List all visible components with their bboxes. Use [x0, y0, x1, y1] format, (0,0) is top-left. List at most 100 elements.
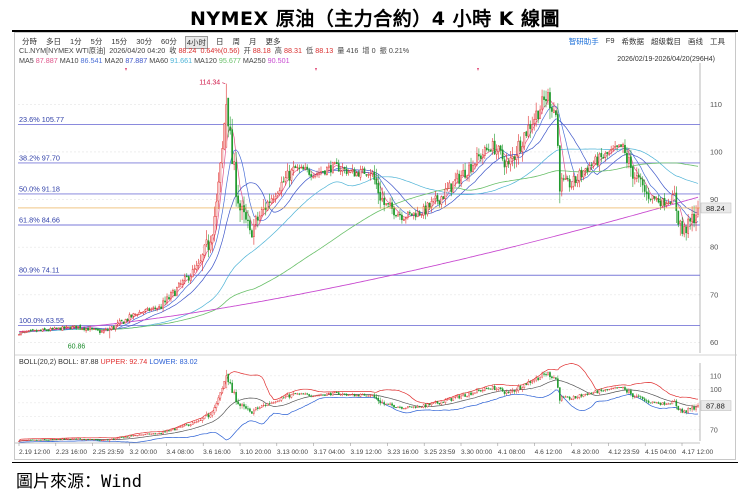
- boll-candle-body: [30, 439, 32, 441]
- tool-button[interactable]: 希数据: [621, 37, 645, 46]
- boll-candle-body: [87, 439, 89, 441]
- candle-body: [296, 166, 299, 169]
- tool-button[interactable]: 智研助手: [568, 37, 599, 46]
- candle-body: [462, 170, 464, 176]
- candle-body: [278, 190, 281, 195]
- boll-candle-body: [562, 396, 565, 398]
- boll-candle-body: [302, 393, 305, 395]
- source-rule: [12, 462, 738, 463]
- boll-candle-body: [432, 402, 435, 404]
- candle-body: [227, 97, 230, 127]
- timeframe-tab[interactable]: 4小时: [184, 36, 209, 49]
- candle-body: [77, 326, 80, 328]
- tool-button[interactable]: F9: [605, 36, 615, 45]
- candle-body: [592, 163, 595, 167]
- candle-body: [320, 171, 322, 173]
- boll-candle-body: [448, 397, 451, 400]
- candle-body: [531, 124, 534, 130]
- boll-last-box: [700, 400, 732, 411]
- candle-body: [626, 152, 628, 164]
- candle-body: [578, 170, 581, 182]
- boll-candle-body: [335, 392, 338, 394]
- candle-body: [71, 326, 74, 330]
- candle-body: [483, 147, 486, 156]
- timeframe-tab[interactable]: 60分: [161, 37, 177, 46]
- candle-body: [268, 201, 271, 203]
- volume-label: 量: [337, 46, 345, 55]
- candle-body: [377, 183, 380, 194]
- boll-candle-body: [308, 394, 310, 396]
- timeframe-tab[interactable]: 更多: [265, 37, 281, 46]
- boll-candle-body: [215, 403, 218, 408]
- candle-body: [345, 168, 348, 174]
- boll-candle-body: [120, 436, 123, 438]
- boll-candle-body: [205, 414, 208, 416]
- candle-body: [539, 109, 541, 119]
- boll-candle-body: [339, 394, 342, 396]
- x-tick-label: 4.12 23:59: [608, 449, 639, 456]
- boll-candle-body: [385, 403, 387, 405]
- boll-candle-body: [367, 395, 370, 397]
- boll-candle-body: [77, 438, 80, 440]
- candle-body: [156, 308, 159, 310]
- candle-body: [276, 193, 279, 196]
- x-tick-label: 3.19 12:00: [351, 449, 382, 456]
- candle-body: [478, 154, 480, 157]
- candle-body: [223, 123, 226, 150]
- boll-candle-body: [697, 404, 699, 408]
- timeframe-tab[interactable]: 月: [249, 37, 257, 46]
- candle-body: [527, 124, 530, 137]
- candle-body: [142, 311, 145, 314]
- boll-upper-label: UPPER: [100, 357, 126, 366]
- boll-candle-body: [446, 399, 449, 401]
- tool-button[interactable]: 画线: [688, 37, 703, 46]
- timeframe-tab[interactable]: 周: [232, 37, 241, 46]
- boll-candle-body: [669, 403, 672, 405]
- candle-body: [254, 216, 257, 225]
- boll-candle-body: [401, 407, 403, 409]
- boll-candle-body: [33, 439, 36, 441]
- boll-candle-body: [687, 408, 689, 413]
- timeframe-tab[interactable]: 15分: [111, 37, 128, 46]
- candle-body: [132, 313, 135, 317]
- candle-body: [308, 169, 311, 175]
- boll-candle-body: [608, 389, 610, 391]
- candle-body: [464, 169, 466, 178]
- candle-body: [689, 218, 691, 222]
- timeframe-tab[interactable]: 1分: [70, 37, 82, 46]
- candle-body: [643, 185, 646, 192]
- boll-candle-body: [83, 439, 85, 441]
- boll-candle-body: [213, 407, 216, 413]
- y-tick-label: 60: [710, 338, 718, 347]
- x-tick-label: 3.4 08:00: [166, 449, 194, 456]
- candle-body: [422, 206, 425, 216]
- boll-candle-body: [412, 406, 415, 408]
- timeframe-tab[interactable]: 5分: [90, 37, 103, 46]
- candle-body: [679, 220, 682, 224]
- boll-last-label: 87.88: [706, 401, 725, 410]
- timeframe-tab[interactable]: 多日: [46, 37, 61, 46]
- boll-candle-body: [584, 393, 587, 395]
- boll-candle-body: [485, 387, 488, 389]
- timeframe-tab[interactable]: 分時: [22, 37, 37, 46]
- candle-body: [448, 182, 451, 189]
- tool-button[interactable]: 超级载目: [651, 37, 681, 46]
- event-marker: [125, 68, 127, 71]
- boll-candle-body: [519, 385, 522, 390]
- candle-body: [85, 328, 87, 331]
- boll-candle-body: [535, 377, 537, 381]
- tool-button[interactable]: 工具: [710, 37, 725, 46]
- boll-candle-body: [468, 392, 470, 397]
- candle-body: [245, 212, 247, 220]
- candle-body: [568, 178, 571, 188]
- boll-candle-body: [409, 406, 411, 408]
- boll-candle-body: [332, 392, 334, 396]
- candle-body: [183, 276, 186, 281]
- boll-candle-body: [436, 401, 439, 404]
- candle-body: [326, 167, 328, 175]
- timeframe-tab[interactable]: 30分: [136, 37, 153, 46]
- timeframe-tab[interactable]: 日: [216, 37, 224, 46]
- candle-body: [108, 328, 111, 331]
- x-tick-label: 4.15 04:00: [645, 449, 676, 456]
- boll-candle-body: [527, 381, 530, 386]
